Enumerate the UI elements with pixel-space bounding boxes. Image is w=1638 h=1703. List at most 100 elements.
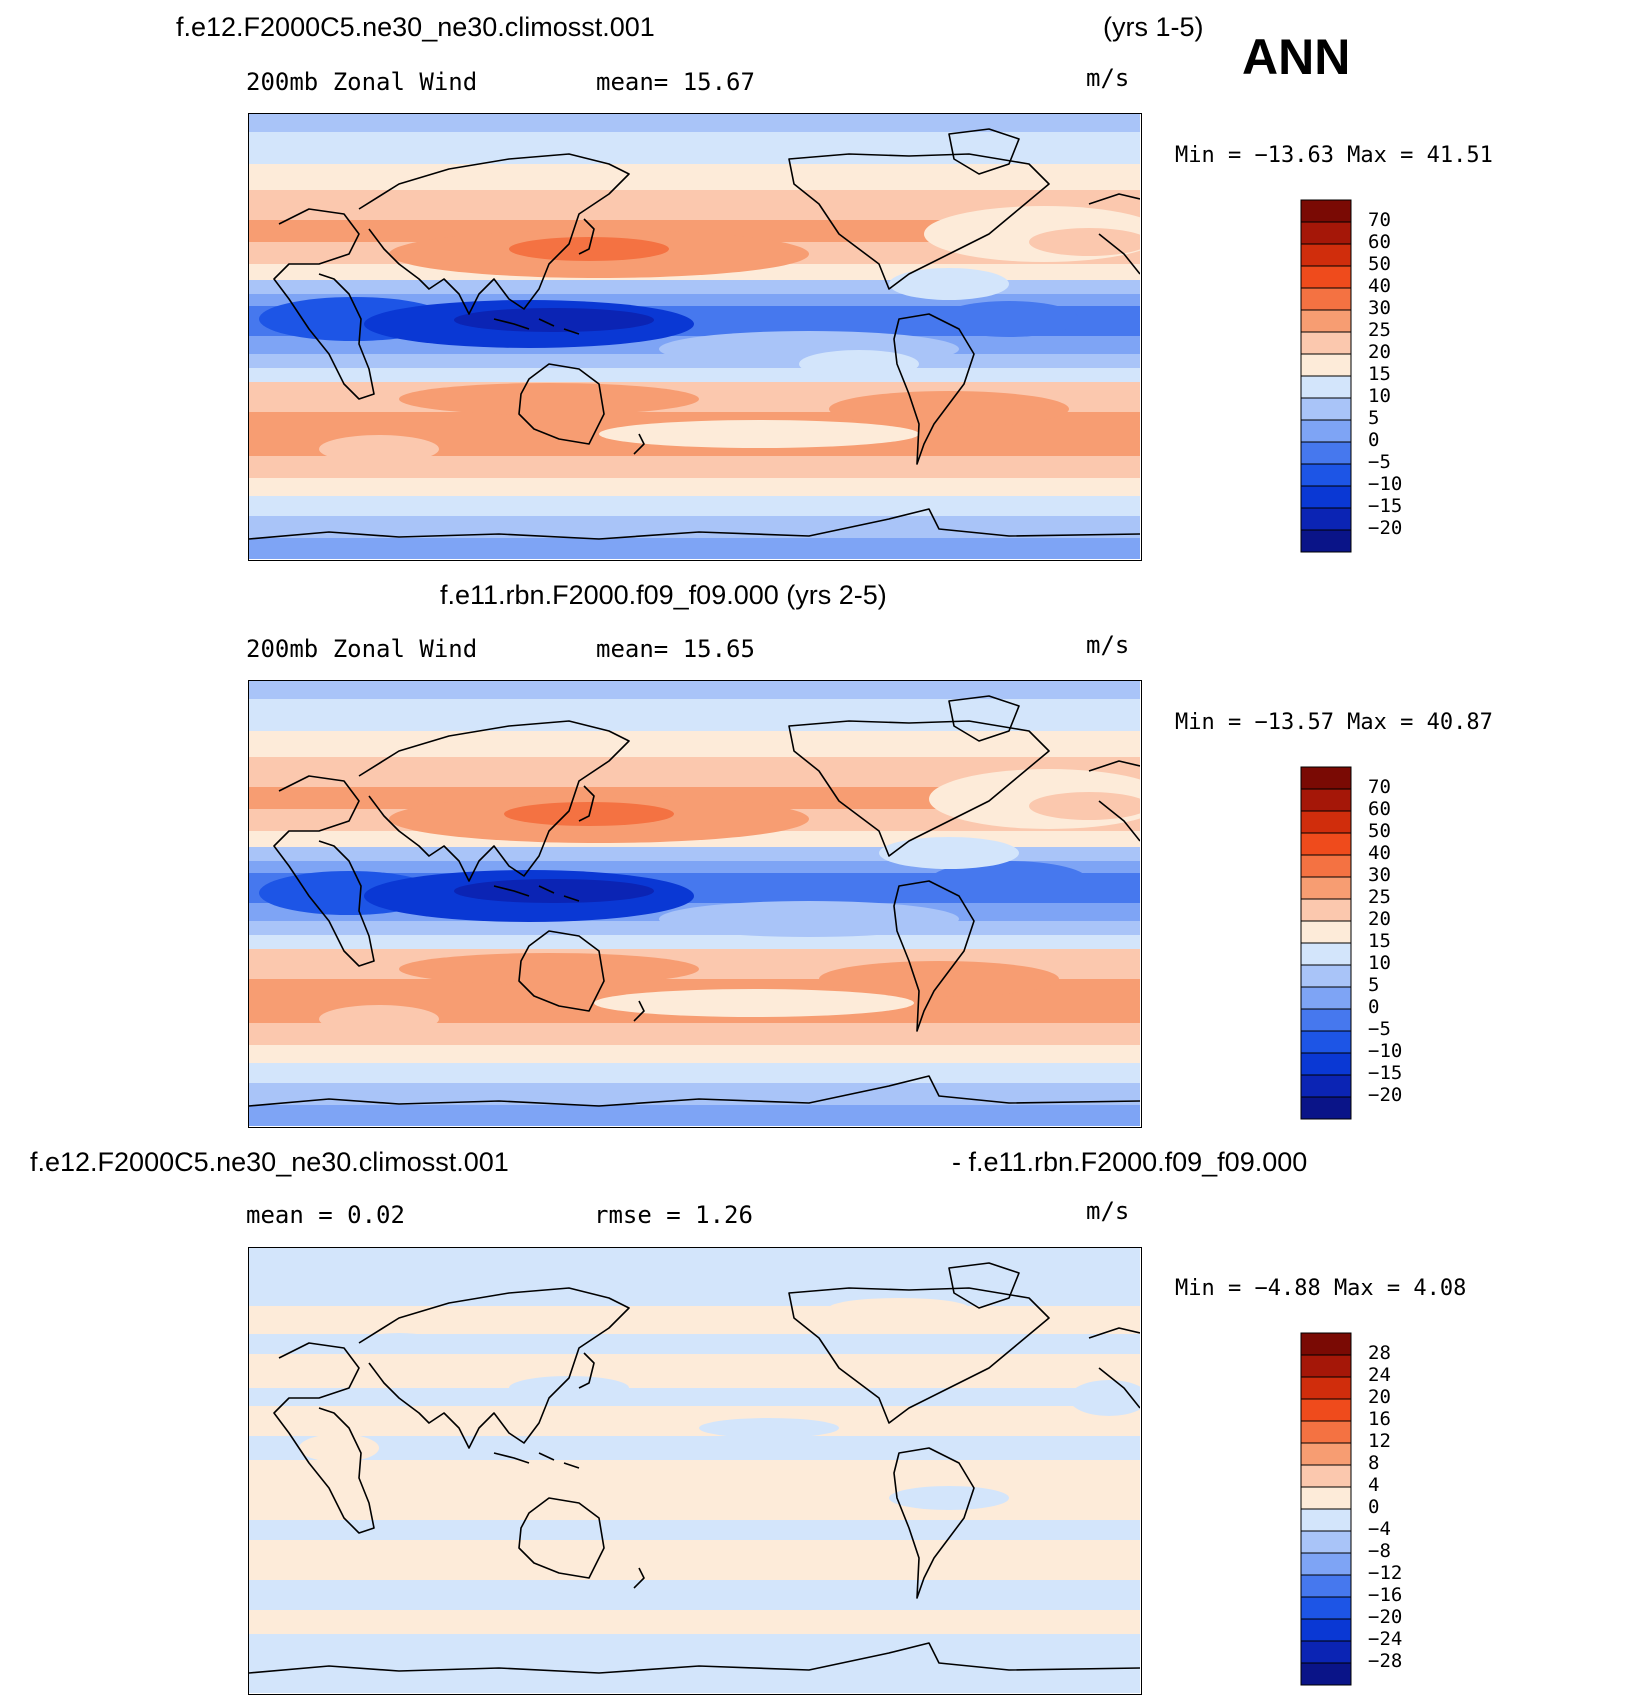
coastline-3	[493, 318, 580, 335]
colorbar-label: 25	[1368, 319, 1391, 341]
colorbar-label: −15	[1368, 495, 1403, 517]
colorbar-label: −10	[1368, 473, 1403, 495]
colorbar-swatch-1	[1300, 788, 1352, 812]
contour-band-12	[249, 1634, 1140, 1693]
coastline-5	[788, 720, 1050, 857]
colorbar-label: 5	[1368, 407, 1380, 429]
colorbar-label: −12	[1368, 1562, 1403, 1584]
contour-band-2	[249, 1334, 1140, 1354]
colorbar-swatches	[1300, 1332, 1352, 1686]
contour-band-12	[249, 368, 1140, 382]
panel1-mean: mean= 15.67	[596, 68, 755, 96]
contour-region-13	[799, 350, 919, 378]
colorbar-swatch-15	[1300, 1662, 1352, 1686]
coastline-9	[249, 1642, 1140, 1674]
contour-band-7	[249, 1460, 1140, 1520]
coastline-5	[788, 1287, 1050, 1424]
colorbar-swatch-1	[1300, 221, 1352, 245]
contour-region-0	[509, 1376, 629, 1400]
contour-band-10	[249, 1580, 1140, 1610]
colorbar-swatch-11	[1300, 1574, 1352, 1598]
colorbar-label: 10	[1368, 952, 1391, 974]
coastline-0	[273, 208, 375, 400]
contour-band-2	[249, 731, 1140, 757]
panel2-title: f.e11.rbn.F2000.f09_f09.000 (yrs 2-5)	[440, 580, 887, 610]
contour-region-14	[319, 435, 439, 463]
contour-band-19	[249, 538, 1140, 559]
colorbar-swatch-1	[1300, 1354, 1352, 1378]
colorbar-label: 0	[1368, 429, 1380, 451]
panel3-units: m/s	[1086, 1197, 1130, 1225]
coastline-1	[358, 1287, 630, 1449]
contour-band-0	[249, 114, 1140, 132]
colorbar-swatch-7	[1300, 920, 1352, 944]
colorbar-label: −28	[1368, 1650, 1403, 1672]
colorbar-swatch-12	[1300, 1030, 1352, 1054]
contour-band-1	[249, 1306, 1140, 1334]
contour-band-2	[249, 164, 1140, 190]
contour-region-5	[929, 861, 1089, 901]
coastline-9	[249, 508, 1140, 540]
panel3-title-left: f.e12.F2000C5.ne30_ne30.climosst.001	[30, 1147, 509, 1177]
map-field	[249, 1248, 1140, 1693]
colorbar-label: 5	[1368, 974, 1380, 996]
colorbar-swatch-9	[1300, 964, 1352, 988]
contour-region-9	[399, 383, 699, 415]
panel2-map	[248, 680, 1142, 1128]
map-field	[249, 114, 1140, 559]
colorbar-swatch-13	[1300, 485, 1352, 509]
colorbar-swatch-5	[1300, 1442, 1352, 1466]
coastline-10	[1088, 760, 1140, 842]
coastline-2	[578, 1352, 595, 1389]
colorbar-label: 40	[1368, 842, 1391, 864]
panel2-mean: mean= 15.65	[596, 635, 755, 663]
colorbar-label: −8	[1368, 1540, 1391, 1562]
colorbar-swatch-4	[1300, 854, 1352, 878]
colorbar-swatch-6	[1300, 1464, 1352, 1488]
colorbar-label: 60	[1368, 798, 1391, 820]
contour-region-1	[359, 1333, 439, 1353]
contour-region-4	[454, 879, 654, 903]
coastline-1	[358, 720, 630, 882]
coastline-3	[493, 1452, 580, 1469]
panel1-colorbar	[1300, 199, 1352, 553]
colorbar-label: −5	[1368, 1018, 1391, 1040]
colorbar-label: 24	[1368, 1364, 1391, 1386]
contour-band-16	[249, 478, 1140, 496]
panel2-colorbar	[1300, 766, 1352, 1120]
colorbar-label: −5	[1368, 451, 1391, 473]
colorbar-label: 50	[1368, 820, 1391, 842]
coastline-2	[578, 785, 595, 822]
panel1-variable: 200mb Zonal Wind	[246, 68, 478, 96]
coastline-7	[893, 313, 975, 465]
contour-region-3	[699, 1418, 839, 1438]
panel3-map	[248, 1247, 1142, 1695]
panel1-minmax: Min = −13.63 Max = 41.51	[1175, 143, 1493, 168]
contour-band-12	[249, 935, 1140, 949]
panel1-map	[248, 113, 1142, 561]
contour-region-11	[599, 420, 919, 448]
panel3-mean: mean = 0.02	[246, 1201, 405, 1229]
contour-region-10	[829, 391, 1069, 427]
years-label: (yrs 1-5)	[1103, 12, 1204, 42]
coastline-7	[893, 880, 975, 1032]
colorbar-label: 16	[1368, 1408, 1391, 1430]
coastline-7	[893, 1447, 975, 1599]
contour-band-0	[249, 1248, 1140, 1306]
colorbar-label: 20	[1368, 908, 1391, 930]
contour-region-5	[299, 1434, 379, 1462]
colorbar-label: 10	[1368, 385, 1391, 407]
coastline-8	[633, 1000, 645, 1022]
panel2-units: m/s	[1086, 631, 1130, 659]
panel3-colorbar	[1300, 1332, 1352, 1686]
contour-band-18	[249, 516, 1140, 538]
contour-band-9	[249, 1540, 1140, 1580]
coastline-2	[578, 218, 595, 255]
colorbar-swatch-10	[1300, 1552, 1352, 1576]
colorbar-swatch-3	[1300, 1398, 1352, 1422]
colorbar-label: 28	[1368, 1342, 1391, 1364]
coastline-3	[493, 885, 580, 902]
contour-region-6	[879, 837, 1019, 869]
contour-band-8	[249, 1520, 1140, 1542]
contour-region-13	[319, 1005, 439, 1033]
